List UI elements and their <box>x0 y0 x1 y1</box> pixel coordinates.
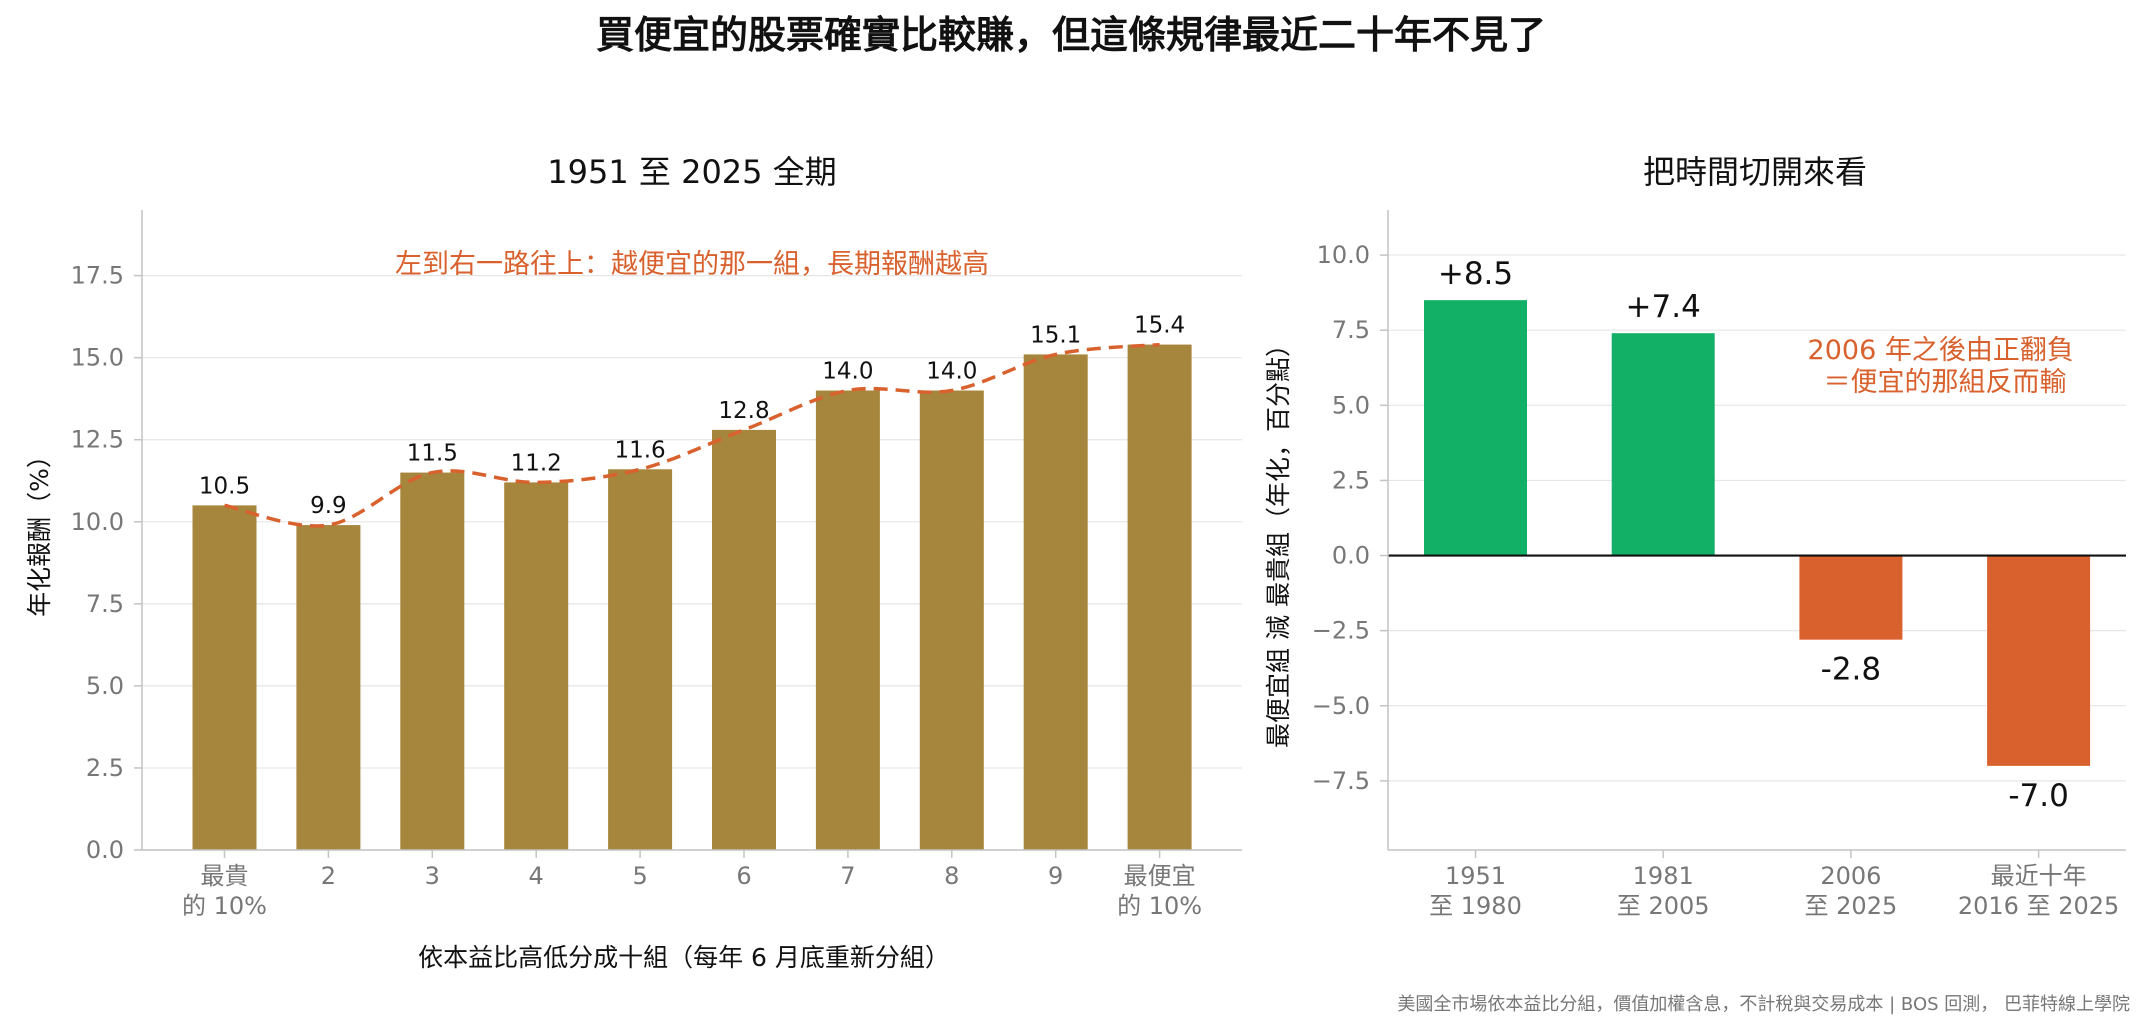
right-y-axis-label: 最便宜組 減 最貴組（年化，百分點） <box>1264 332 1293 748</box>
left-y-tick-label: 7.5 <box>86 590 124 618</box>
right-y-tick-label: 10.0 <box>1317 241 1370 269</box>
right-annotation: 2006 年之後由正翻負 ＝便宜的那組反而輸 <box>1808 335 2083 398</box>
right-y-tick-label: −2.5 <box>1312 617 1370 645</box>
right-x-tick-label: 至 2025 <box>1805 892 1898 920</box>
right-annotation-line-2: ＝便宜的那組反而輸 <box>1824 367 2067 398</box>
right-x-tick-label: 1951 <box>1445 862 1506 890</box>
left-panel-title: 1951 至 2025 全期 <box>547 153 836 191</box>
left-y-tick-label: 12.5 <box>71 426 124 454</box>
left-y-axis-label: 年化報酬（%） <box>25 443 54 617</box>
left-data-label: 9.9 <box>310 493 347 519</box>
right-y-tick-label: 0.0 <box>1332 542 1370 570</box>
right-x-tick-label: 1981 <box>1633 862 1694 890</box>
left-data-label: 11.5 <box>407 441 458 467</box>
right-data-label: -2.8 <box>1821 652 1882 688</box>
left-data-label: 14.0 <box>926 359 977 385</box>
left-bar <box>608 469 673 850</box>
left-bar <box>712 429 776 850</box>
right-panel: 把時間切開來看 +8.5 +7.4 -2.8 -7.0 −7.5 −5.0 −2.5 0.0… <box>1264 153 2126 920</box>
right-x-tick-label: 2016 至 2025 <box>1958 892 2119 920</box>
right-bars <box>1424 300 2091 766</box>
left-trend-line <box>224 342 1160 528</box>
left-bar <box>1127 344 1192 850</box>
right-y-tick-label: 7.5 <box>1332 316 1370 344</box>
left-bar <box>192 505 257 850</box>
right-y-ticks: −7.5 −5.0 −2.5 0.0 2.5 5.0 7.5 10.0 <box>1312 241 1388 795</box>
left-x-tick-label: 6 <box>736 862 751 890</box>
left-y-tick-label: 5.0 <box>86 672 124 700</box>
left-x-tick-label: 8 <box>944 862 959 890</box>
left-x-tick-label: 的 10% <box>182 892 267 920</box>
left-bar <box>400 472 465 850</box>
left-x-tick-label: 的 10% <box>1117 892 1202 920</box>
left-x-tick-label: 9 <box>1048 862 1063 890</box>
left-x-tick-label: 2 <box>321 862 336 890</box>
right-bar <box>1424 300 1527 556</box>
right-data-label: +7.4 <box>1626 289 1701 325</box>
left-data-label: 10.5 <box>199 473 250 499</box>
left-y-tick-label: 10.0 <box>71 508 124 536</box>
right-x-tick-label: 至 2005 <box>1617 892 1710 920</box>
right-x-tick-label: 最近十年 <box>1991 862 2087 890</box>
left-x-tick-label: 5 <box>632 862 647 890</box>
right-data-labels: +8.5 +7.4 -2.8 -7.0 <box>1438 256 2069 814</box>
left-bar <box>296 525 361 850</box>
right-x-tick-label: 至 1980 <box>1429 892 1522 920</box>
footer-source-note: 美國全市場依本益比分組，價值加權含息，不計稅與交易成本 | BOS 回測， 巴菲… <box>1397 994 2130 1015</box>
left-bar <box>815 390 880 850</box>
left-bars <box>192 344 1192 850</box>
right-y-tick-label: 5.0 <box>1332 391 1370 419</box>
left-data-label: 11.2 <box>511 450 562 476</box>
left-y-ticks: 0.0 2.5 5.0 7.5 10.0 12.5 15.0 17.5 <box>71 262 142 864</box>
left-data-label: 11.6 <box>614 437 665 463</box>
left-bar <box>919 390 984 850</box>
left-y-tick-label: 15.0 <box>71 344 124 372</box>
right-data-label: +8.5 <box>1438 256 1513 292</box>
left-x-tick-label: 最貴 <box>201 862 249 890</box>
figure-title: 買便宜的股票確實比較賺，但這條規律最近二十年不見了 <box>596 13 1546 57</box>
right-annotation-line-1: 2006 年之後由正翻負 <box>1808 335 2074 366</box>
left-bar <box>504 482 569 850</box>
right-y-tick-label: −5.0 <box>1312 692 1370 720</box>
right-x-tick-label: 2006 <box>1820 862 1881 890</box>
right-panel-title: 把時間切開來看 <box>1643 153 1867 191</box>
right-data-label: -7.0 <box>2008 778 2069 814</box>
left-bar <box>1023 354 1088 850</box>
left-panel: 1951 至 2025 全期 10.5 9.9 11.5 11.2 11.6 12.8 14… <box>25 153 1242 972</box>
left-data-label: 15.1 <box>1030 322 1081 348</box>
right-bar <box>1987 555 2091 766</box>
right-bar <box>1799 555 1903 640</box>
left-x-axis-label: 依本益比高低分成十組（每年 6 月底重新分組） <box>418 943 950 972</box>
left-x-tick-label: 7 <box>840 862 855 890</box>
left-y-tick-label: 17.5 <box>71 262 124 290</box>
right-y-tick-label: −7.5 <box>1312 767 1370 795</box>
left-data-label: 15.4 <box>1134 313 1185 339</box>
left-x-tick-label: 3 <box>425 862 440 890</box>
left-data-label: 14.0 <box>822 359 873 385</box>
right-bar <box>1611 333 1715 556</box>
left-data-labels: 10.5 9.9 11.5 11.2 11.6 12.8 14.0 14.0 15.1 15.4 <box>199 313 1185 520</box>
left-x-tick-label: 4 <box>529 862 544 890</box>
right-y-tick-label: 2.5 <box>1332 466 1370 494</box>
left-x-tick-label: 最便宜 <box>1124 862 1196 890</box>
left-annotation: 左到右一路往上：越便宜的那一組，長期報酬越高 <box>395 249 989 280</box>
left-data-label: 12.8 <box>718 398 769 424</box>
left-y-tick-label: 0.0 <box>86 836 124 864</box>
left-y-tick-label: 2.5 <box>86 754 124 782</box>
